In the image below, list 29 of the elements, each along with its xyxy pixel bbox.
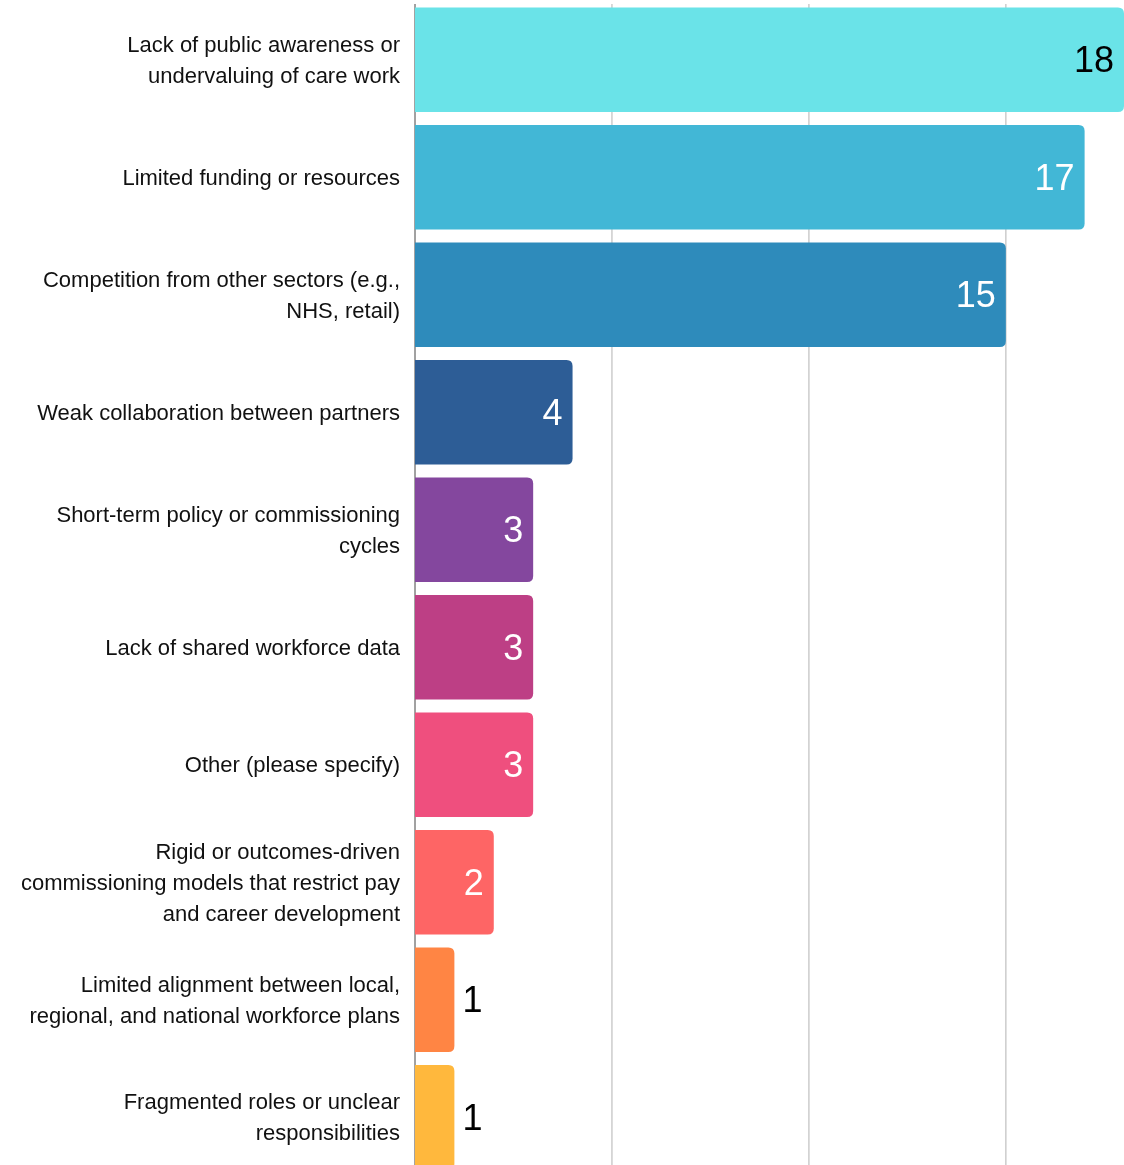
y-tick-label: Weak collaboration between partners xyxy=(37,399,400,425)
data-label: 3 xyxy=(503,509,524,551)
bar xyxy=(415,7,1124,113)
y-tick-label: Competition from other sectors (e.g., NHS, retail) xyxy=(42,266,400,323)
data-label: 4 xyxy=(542,391,563,433)
bar xyxy=(415,712,534,818)
data-label: 2 xyxy=(463,861,484,903)
data-label: 1 xyxy=(462,979,483,1021)
y-tick-label: Limited alignment between local, regional, and national workforce plans xyxy=(29,971,400,1028)
bar xyxy=(415,125,1085,230)
y-tick-label: Rigid or outcomes-driven commissioning models that restrict pay and career development xyxy=(20,838,400,926)
y-tick-label: Other (please specify) xyxy=(184,752,400,778)
data-label: 15 xyxy=(955,274,996,316)
bar xyxy=(415,359,573,465)
y-tick-label: Fragmented roles or unclear responsibilities xyxy=(123,1089,400,1146)
bar xyxy=(415,947,455,1052)
data-label: 3 xyxy=(503,744,524,786)
y-tick-label: Short-term policy or commissioning cycles xyxy=(56,501,400,558)
y-tick-label: Lack of shared workforce data xyxy=(105,634,401,660)
data-label: 3 xyxy=(503,626,524,668)
bar xyxy=(415,477,534,583)
y-tick-label: Limited funding or resources xyxy=(122,164,400,190)
data-label: 1 xyxy=(462,1096,483,1138)
y-tick-label: Lack of public awareness or undervaluing of care work xyxy=(127,32,401,89)
data-label: 18 xyxy=(1073,39,1114,81)
bar xyxy=(415,594,534,700)
data-label: 17 xyxy=(1034,156,1075,198)
bar xyxy=(415,829,494,935)
bar xyxy=(415,242,1006,348)
